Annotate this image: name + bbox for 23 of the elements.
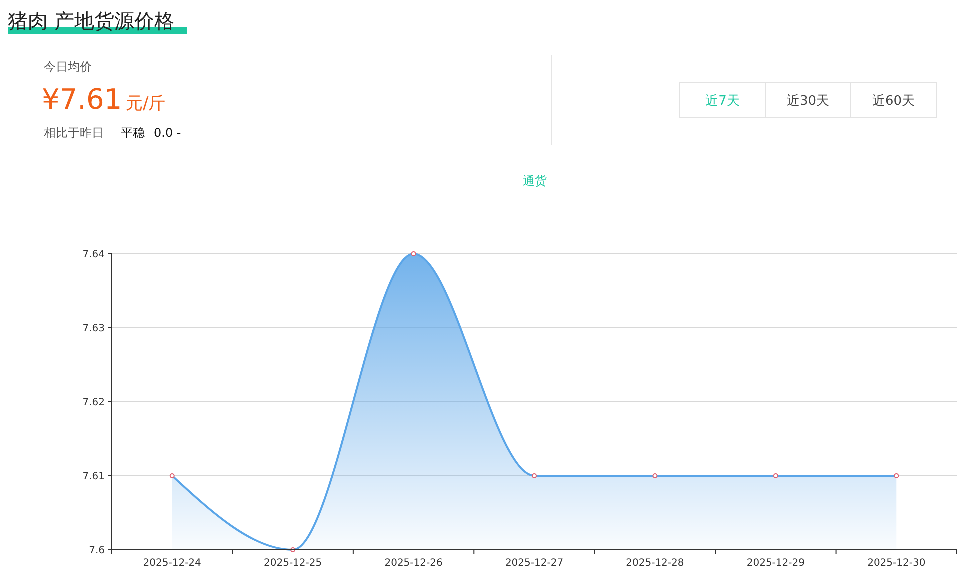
text: ¥7.61 — [42, 83, 122, 116]
y-tick-label: 7.63 — [82, 324, 105, 334]
y-tick-label: 7.62 — [82, 398, 105, 408]
y-tick-label: 7.61 — [82, 472, 105, 482]
x-tick-label: 2025-12-24 — [143, 558, 202, 569]
y-tick-label: 7.6 — [89, 546, 105, 556]
text: 平稳 — [121, 126, 145, 140]
chart-title: 猪肉 产地货源价格 — [8, 9, 174, 33]
x-tick-label: 2025-12-28 — [626, 558, 684, 569]
text: 0.0 - — [154, 126, 182, 140]
text: 近7天 — [706, 94, 740, 109]
text: 元/斤 — [126, 94, 166, 114]
text: 相比于昨日 — [44, 126, 104, 140]
y-tick-label: 7.64 — [82, 250, 105, 260]
text: 近60天 — [872, 94, 916, 109]
x-tick-label: 2025-12-26 — [384, 558, 443, 569]
x-tick-label: 2025-12-27 — [505, 558, 564, 569]
x-tick-label: 2025-12-29 — [746, 558, 805, 569]
text: 近30天 — [786, 94, 830, 109]
x-tick-label: 2025-12-25 — [264, 558, 322, 569]
x-tick-label: 2025-12-30 — [868, 558, 926, 569]
text: 通货 — [523, 174, 547, 188]
text: 今日均价 — [44, 60, 92, 74]
